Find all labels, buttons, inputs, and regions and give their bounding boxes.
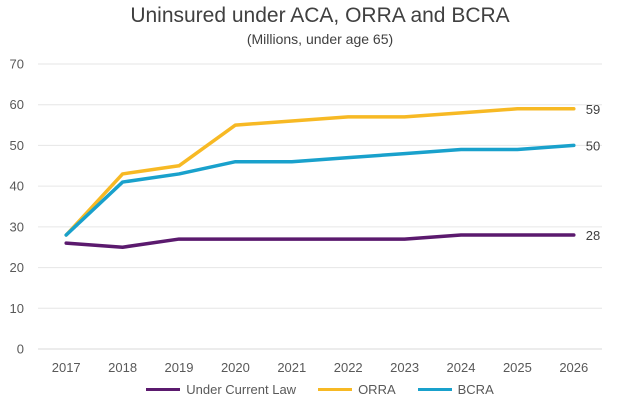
legend-item: Under Current Law bbox=[146, 382, 296, 397]
end-data-label: 59 bbox=[586, 102, 600, 117]
y-tick-label: 60 bbox=[10, 97, 24, 112]
legend-label: ORRA bbox=[358, 382, 396, 397]
x-tick-label: 2023 bbox=[390, 360, 419, 375]
legend-label: BCRA bbox=[457, 382, 494, 397]
legend-item: ORRA bbox=[318, 382, 396, 397]
series-line bbox=[64, 143, 576, 237]
y-tick-label: 40 bbox=[10, 179, 24, 194]
end-data-label: 50 bbox=[586, 138, 600, 153]
y-tick-label: 0 bbox=[17, 342, 24, 357]
x-tick-label: 2019 bbox=[165, 360, 194, 375]
x-tick-label: 2026 bbox=[559, 360, 588, 375]
x-tick-label: 2020 bbox=[221, 360, 250, 375]
x-tick-label: 2018 bbox=[108, 360, 137, 375]
legend-label: Under Current Law bbox=[186, 382, 297, 397]
y-tick-label: 70 bbox=[10, 57, 24, 72]
x-tick-label: 2024 bbox=[447, 360, 476, 375]
x-tick-label: 2022 bbox=[334, 360, 363, 375]
x-tick-label: 2025 bbox=[503, 360, 532, 375]
legend-item: BCRA bbox=[417, 382, 494, 397]
legend-swatch bbox=[146, 388, 181, 391]
series-line bbox=[64, 107, 576, 237]
legend-swatch bbox=[318, 388, 353, 391]
series-line bbox=[64, 233, 576, 249]
legend-swatch bbox=[417, 388, 452, 391]
y-tick-label: 30 bbox=[10, 219, 24, 234]
legend: Under Current Law ORRA BCRA bbox=[0, 382, 640, 397]
x-tick-label: 2021 bbox=[277, 360, 306, 375]
y-tick-label: 20 bbox=[10, 260, 24, 275]
y-tick-label: 50 bbox=[10, 138, 24, 153]
chart-subtitle: (Millions, under age 65) bbox=[246, 31, 394, 47]
y-tick-label: 10 bbox=[10, 301, 24, 316]
x-tick-label: 2017 bbox=[52, 360, 81, 375]
end-data-label: 28 bbox=[586, 228, 600, 243]
chart-title: Uninsured under ACA, ORRA and BCRA bbox=[130, 4, 510, 27]
